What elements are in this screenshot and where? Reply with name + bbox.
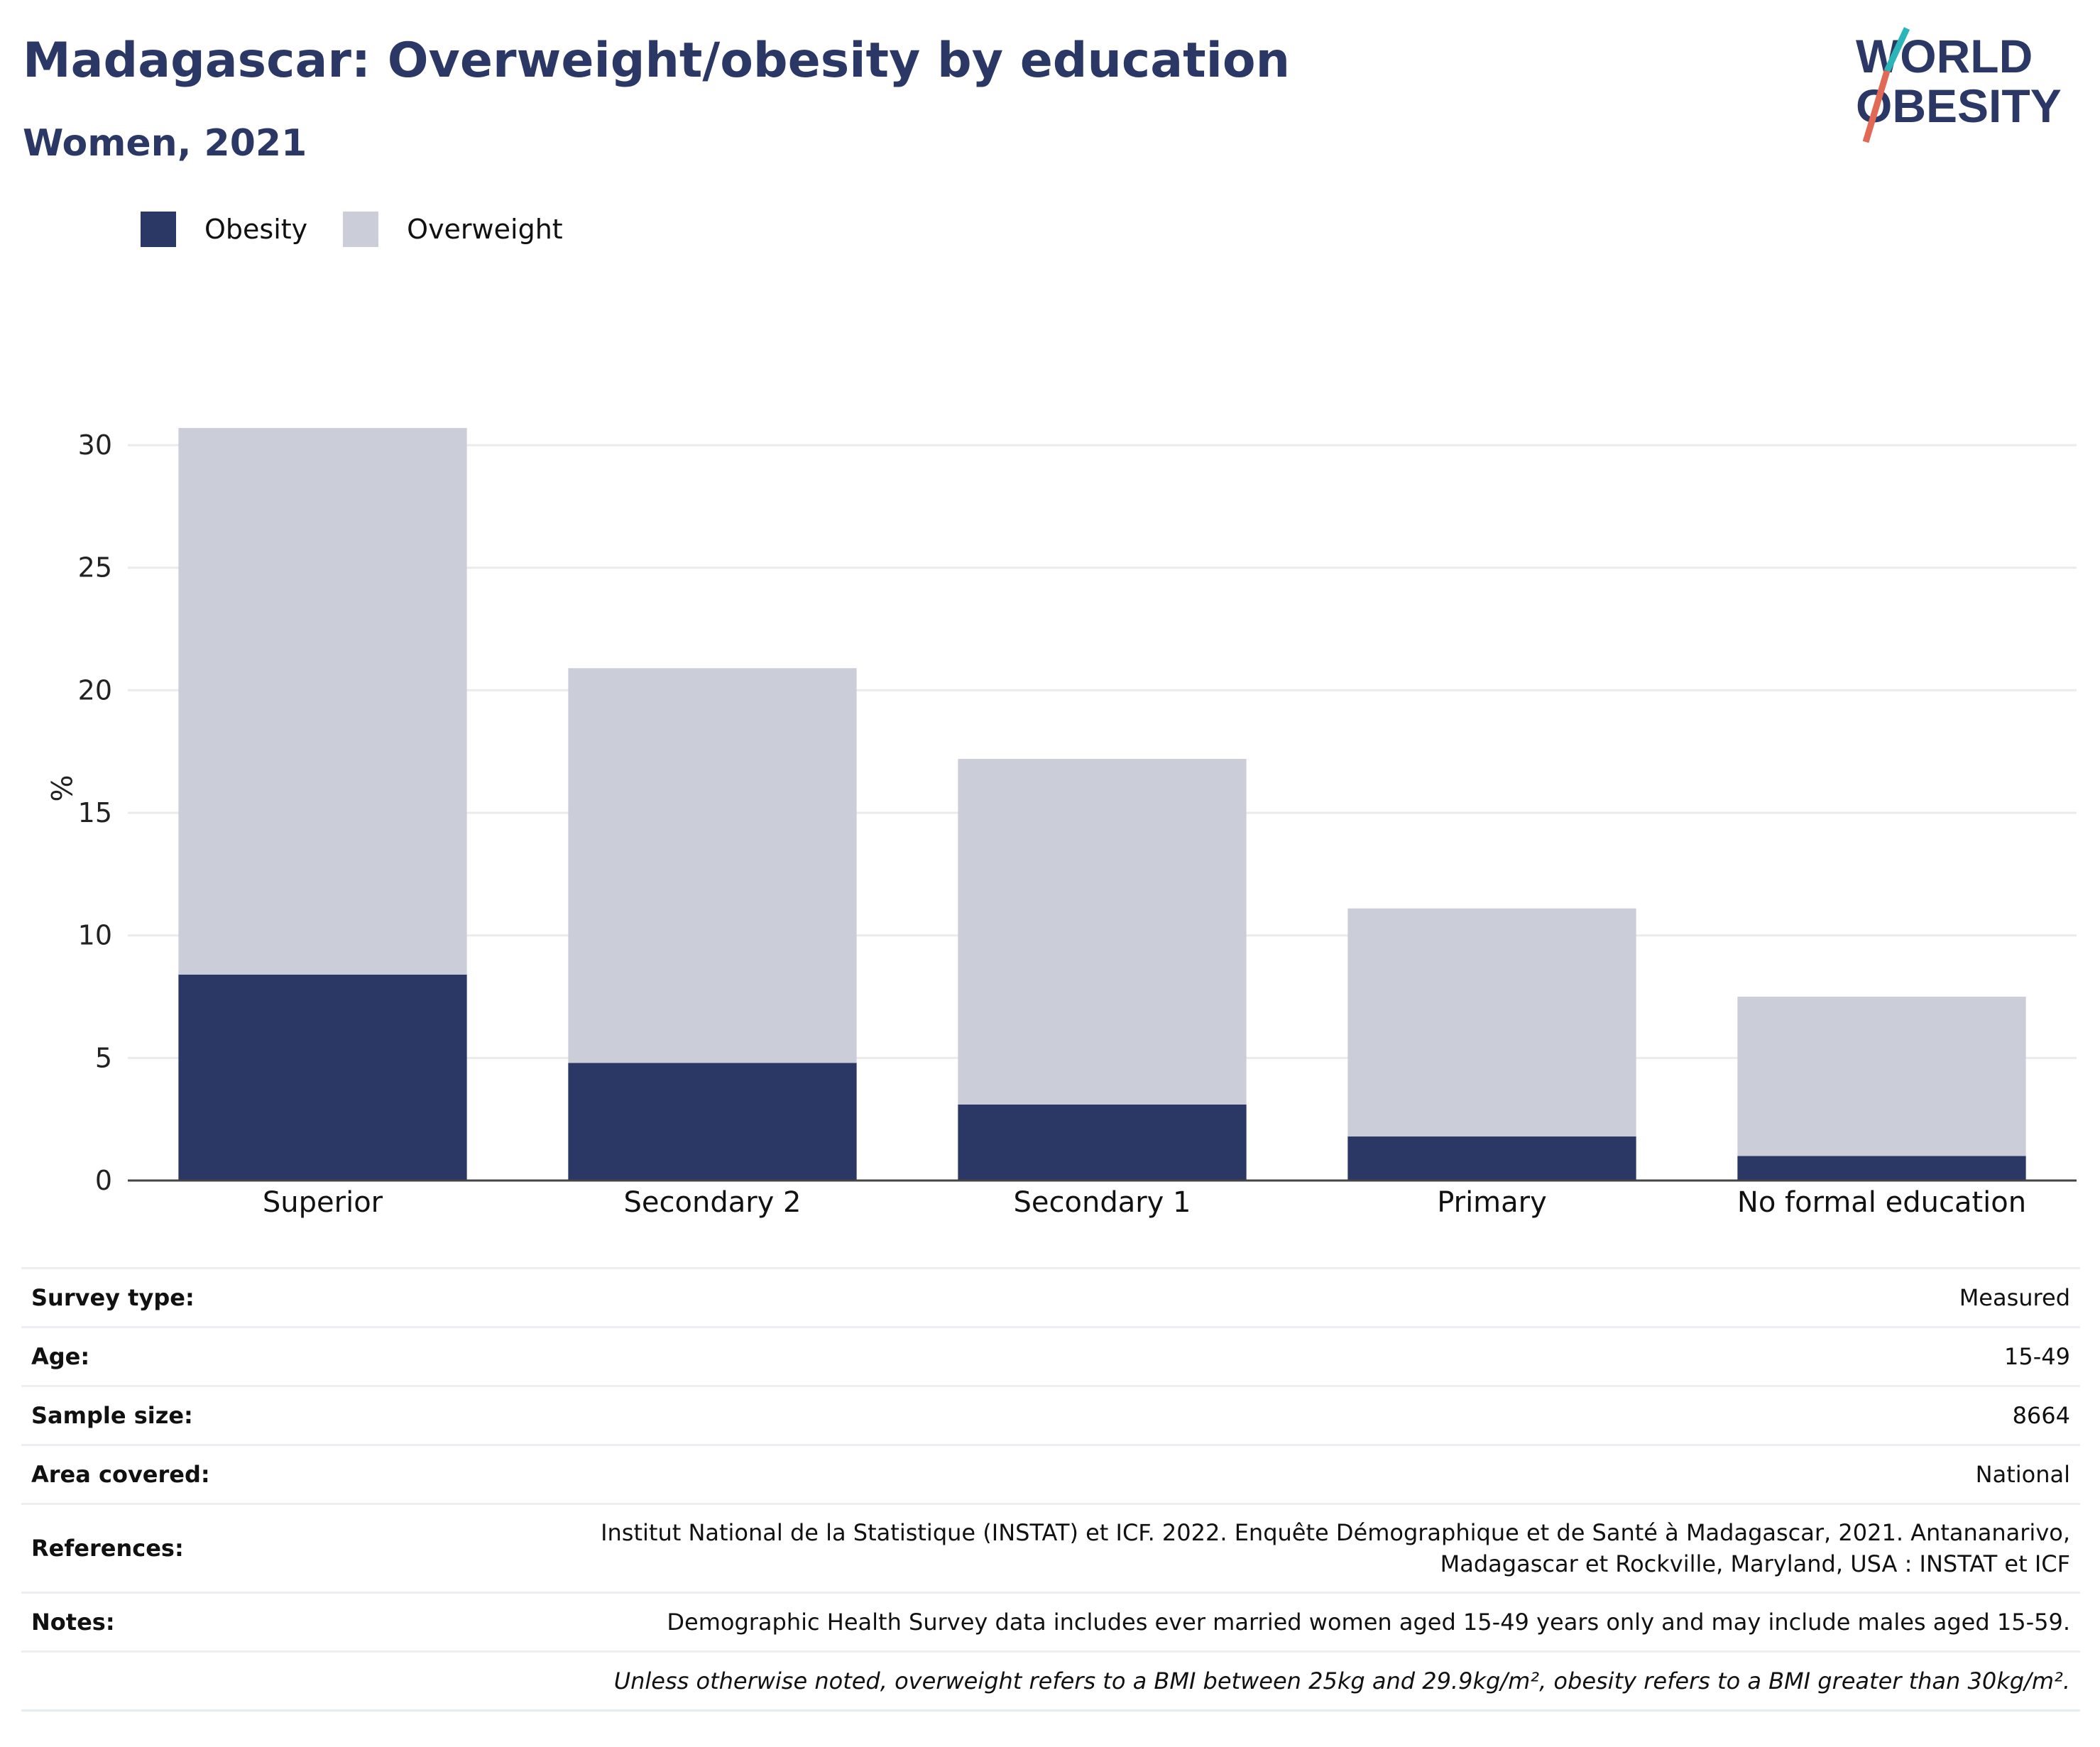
legend-swatch-obesity [141, 212, 176, 247]
bar-obesity-3 [958, 1104, 1247, 1181]
legend-label-overweight: Overweight [407, 214, 563, 245]
info-row-footnote: Unless otherwise noted, overweight refer… [21, 1650, 2080, 1712]
y-tick-label: 15 [78, 797, 112, 828]
bar-overweight-1 [178, 427, 467, 975]
info-label: Survey type: [31, 1284, 195, 1311]
bar-obesity-5 [1737, 1156, 2026, 1181]
bar-overweight-5 [1737, 997, 2026, 1156]
y-tick-label: 25 [78, 552, 112, 584]
info-value: National [1975, 1461, 2070, 1488]
chart-title: Madagascar: Overweight/obesity by educat… [23, 33, 1291, 89]
info-row-sample-size: Sample size: 8664 [21, 1385, 2080, 1444]
info-value: Measured [1959, 1284, 2070, 1311]
x-tick-label: Primary [1437, 1186, 1547, 1219]
bar-overweight-4 [1347, 908, 1636, 1137]
bar-overweight-2 [568, 668, 857, 1063]
logo-slash-coral [1862, 70, 1891, 143]
y-tick-label: 5 [95, 1042, 112, 1073]
info-label: Age: [31, 1343, 90, 1370]
logo-slash-teal [1883, 27, 1910, 72]
y-tick-label: 0 [95, 1165, 112, 1196]
footnote: Unless otherwise noted, overweight refer… [613, 1667, 2070, 1694]
info-row-survey-type: Survey type: Measured [21, 1267, 2080, 1326]
legend-swatch-overweight [343, 212, 379, 247]
info-value: 15-49 [2004, 1343, 2070, 1370]
info-row-area-covered: Area covered: National [21, 1444, 2080, 1503]
y-tick-label: 30 [78, 429, 112, 461]
info-value: Institut National de la Statistique (INS… [601, 1519, 2070, 1577]
y-tick-label: 10 [78, 920, 112, 951]
chart-subtitle: Women, 2021 [23, 122, 307, 165]
info-value: 8664 [2012, 1402, 2070, 1429]
bar-overweight-3 [958, 759, 1247, 1105]
x-tick-label: No formal education [1737, 1186, 2026, 1219]
info-row-age: Age: 15-49 [21, 1326, 2080, 1385]
info-label: Notes: [31, 1609, 115, 1636]
legend-item-overweight[interactable]: Overweight [343, 212, 563, 247]
x-tick-label: Secondary 1 [1014, 1186, 1191, 1219]
bar-chart: 0 5 10 15 20 25 30% Superior Secondary 2 Secondar… [44, 427, 2077, 1219]
legend-item-obesity[interactable]: Obesity [141, 212, 307, 247]
legend-label-obesity: Obesity [204, 214, 308, 245]
info-row-references: References: Institut National de la Stat… [21, 1503, 2080, 1592]
info-label: Sample size: [31, 1402, 193, 1429]
info-label: Area covered: [31, 1461, 210, 1488]
x-tick-label: Secondary 2 [624, 1186, 802, 1219]
info-row-notes: Notes: Demographic Health Survey data in… [21, 1592, 2080, 1650]
info-table: Survey type: Measured Age: 15-49 Sample … [21, 1267, 2080, 1712]
bar-obesity-1 [178, 974, 467, 1181]
info-label: References: [31, 1535, 184, 1562]
x-tick-label: Superior [263, 1186, 383, 1219]
y-axis-label: % [44, 774, 77, 801]
logo-line2: OBESITY [1856, 80, 2062, 132]
bar-obesity-2 [568, 1063, 857, 1181]
info-value: Demographic Health Survey data includes … [667, 1609, 2070, 1636]
legend: Obesity Overweight [141, 209, 598, 249]
bar-obesity-4 [1347, 1136, 1636, 1181]
world-obesity-logo: WORLD OBESITY [1856, 27, 2062, 143]
y-tick-label: 20 [78, 674, 112, 706]
